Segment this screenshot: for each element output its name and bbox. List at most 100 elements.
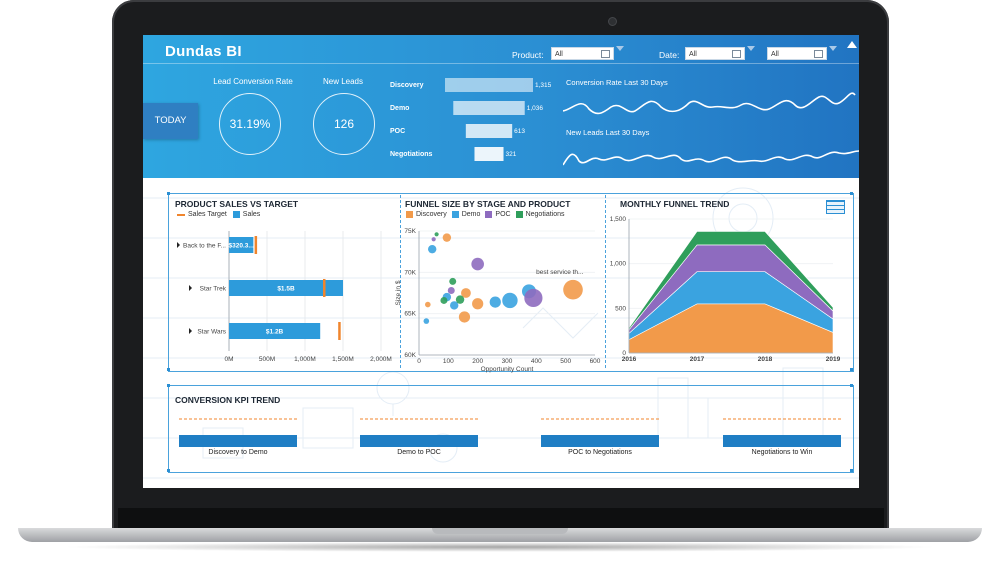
resize-handle[interactable] <box>167 368 170 371</box>
y-tick-label: 65K <box>404 311 416 318</box>
sales-target-title: PRODUCT SALES VS TARGET <box>175 199 299 209</box>
bubble-demo[interactable] <box>423 318 430 324</box>
bubble-demo[interactable] <box>502 292 518 309</box>
bubble-discovery[interactable] <box>442 233 452 242</box>
product-filter-dropdown[interactable]: All <box>551 47 614 60</box>
bubble-demo[interactable] <box>489 296 501 308</box>
expand-icon[interactable] <box>189 285 192 291</box>
funnel-bar-label: POC <box>390 128 405 135</box>
chevron-down-icon[interactable] <box>747 46 755 51</box>
bubble-poc[interactable] <box>524 288 543 308</box>
expand-icon[interactable] <box>189 328 192 334</box>
kpi-conversion-value: 31.19% <box>229 117 271 131</box>
resize-handle[interactable] <box>850 368 853 371</box>
resize-handle[interactable] <box>850 469 853 472</box>
bubble-discovery[interactable] <box>425 301 431 308</box>
sales-bar[interactable] <box>229 280 343 296</box>
area-negotiations[interactable] <box>628 231 834 331</box>
kpi-mini-chart[interactable]: Discovery to Demo <box>179 413 297 459</box>
expand-icon[interactable] <box>177 242 180 248</box>
kpi-wave <box>723 418 841 447</box>
funnel-bar-value: 321 <box>506 151 517 158</box>
chevron-down-icon[interactable] <box>616 46 624 51</box>
product-filter-value: All <box>555 51 563 58</box>
bubble-discovery[interactable] <box>563 279 583 300</box>
resize-handle[interactable] <box>850 384 853 387</box>
kpi-mini-label: Negotiations to Win <box>751 449 813 456</box>
legend-label-negotiations: Negotiations <box>525 211 565 218</box>
sales-bar[interactable] <box>229 323 321 339</box>
bubble-negotiations[interactable] <box>449 277 457 285</box>
kpi-conversion-rate: 31.19% <box>219 93 281 155</box>
x-tick-label: 500 <box>560 358 571 365</box>
date-filter-label: Date: <box>659 50 680 60</box>
camera-icon <box>608 17 617 26</box>
funnel-bar-label: Demo <box>390 105 409 112</box>
target-marker[interactable] <box>254 236 258 254</box>
legend-swatch-negotiations <box>515 211 523 218</box>
resize-handle[interactable] <box>167 192 170 195</box>
kpi-new-leads: 126 <box>313 93 375 155</box>
bubble-demo[interactable] <box>428 244 437 254</box>
funnel-bar-label: Negotiations <box>390 151 432 158</box>
table-view-icon[interactable] <box>826 200 845 214</box>
date-from-field[interactable]: All <box>685 47 745 60</box>
kpi-wave-base <box>360 435 478 447</box>
x-tick-label: 600 <box>590 358 601 365</box>
y-tick-label: 1,000 <box>610 261 627 268</box>
funnel-bar-value: 1,036 <box>527 105 544 112</box>
funnel-bar[interactable] <box>474 147 504 161</box>
sales-target-chart: 0M 500M 1,000M 1,500M 2,000M Back to the F...… <box>177 231 392 363</box>
legend-label-sales: Sales <box>242 211 261 218</box>
funnel-bar[interactable] <box>465 124 513 138</box>
kpi-mini-chart[interactable]: Demo to POC <box>360 413 478 459</box>
funnel-bar-label: Discovery <box>390 82 424 89</box>
sales-bar[interactable] <box>229 237 254 253</box>
category-label: Star Trek <box>200 286 227 293</box>
bubble-negotiations[interactable] <box>440 296 448 304</box>
x-tick-label: 100 <box>443 358 454 365</box>
calendar-icon[interactable] <box>732 50 741 58</box>
bubble-demo[interactable] <box>450 301 459 310</box>
kpi-mini-label: Demo to POC <box>397 449 441 456</box>
resize-handle[interactable] <box>167 469 170 472</box>
target-marker[interactable] <box>323 279 326 297</box>
laptop-chin <box>118 508 884 530</box>
bubble-discovery[interactable] <box>472 298 484 310</box>
bubble-poc[interactable] <box>471 257 484 271</box>
laptop-notch <box>432 528 568 534</box>
bubble-discovery[interactable] <box>458 311 471 323</box>
app-logo: Dundas BI <box>165 43 242 60</box>
bubble-negotiations[interactable] <box>455 295 465 304</box>
date-to-field[interactable]: All <box>767 47 827 60</box>
resize-handle[interactable] <box>167 384 170 387</box>
resize-handle[interactable] <box>850 192 853 195</box>
kpi-mini-chart[interactable]: Negotiations to Win <box>723 413 841 459</box>
today-button[interactable]: TODAY <box>143 103 198 139</box>
charts-panel-frame <box>168 193 854 372</box>
product-filter-label: Product: <box>512 50 544 60</box>
legend-swatch-demo <box>451 211 459 218</box>
date-to-value: All <box>771 51 779 58</box>
kpi-mini-chart[interactable]: POC to Negotiations <box>541 413 659 459</box>
collapse-icon[interactable] <box>847 41 857 48</box>
legend-swatch-poc <box>485 211 493 218</box>
y-tick-label: 60K <box>404 352 416 359</box>
kpi-trend-panel-frame <box>168 385 854 473</box>
x-axis-label: Opportunity Count <box>481 366 534 373</box>
legend-label-poc: POC <box>495 211 511 218</box>
dashboard-header: Dundas BI Product: All Date: All All TOD… <box>143 35 859 178</box>
laptop-shadow <box>60 542 940 552</box>
chevron-down-icon[interactable] <box>829 46 837 51</box>
funnel-bar[interactable] <box>453 101 525 115</box>
funnel-bar-value: 613 <box>514 128 525 135</box>
funnel-bar[interactable] <box>445 78 533 92</box>
bubble-poc[interactable] <box>447 287 455 295</box>
y-tick-label: 75K <box>404 228 416 235</box>
x-tick-label: 0M <box>224 356 233 363</box>
bubble-discovery[interactable] <box>461 288 471 298</box>
target-marker[interactable] <box>338 322 341 340</box>
bubble-negotiations[interactable] <box>434 232 439 237</box>
calendar-icon[interactable] <box>814 50 823 58</box>
bubble-poc[interactable] <box>431 237 436 242</box>
